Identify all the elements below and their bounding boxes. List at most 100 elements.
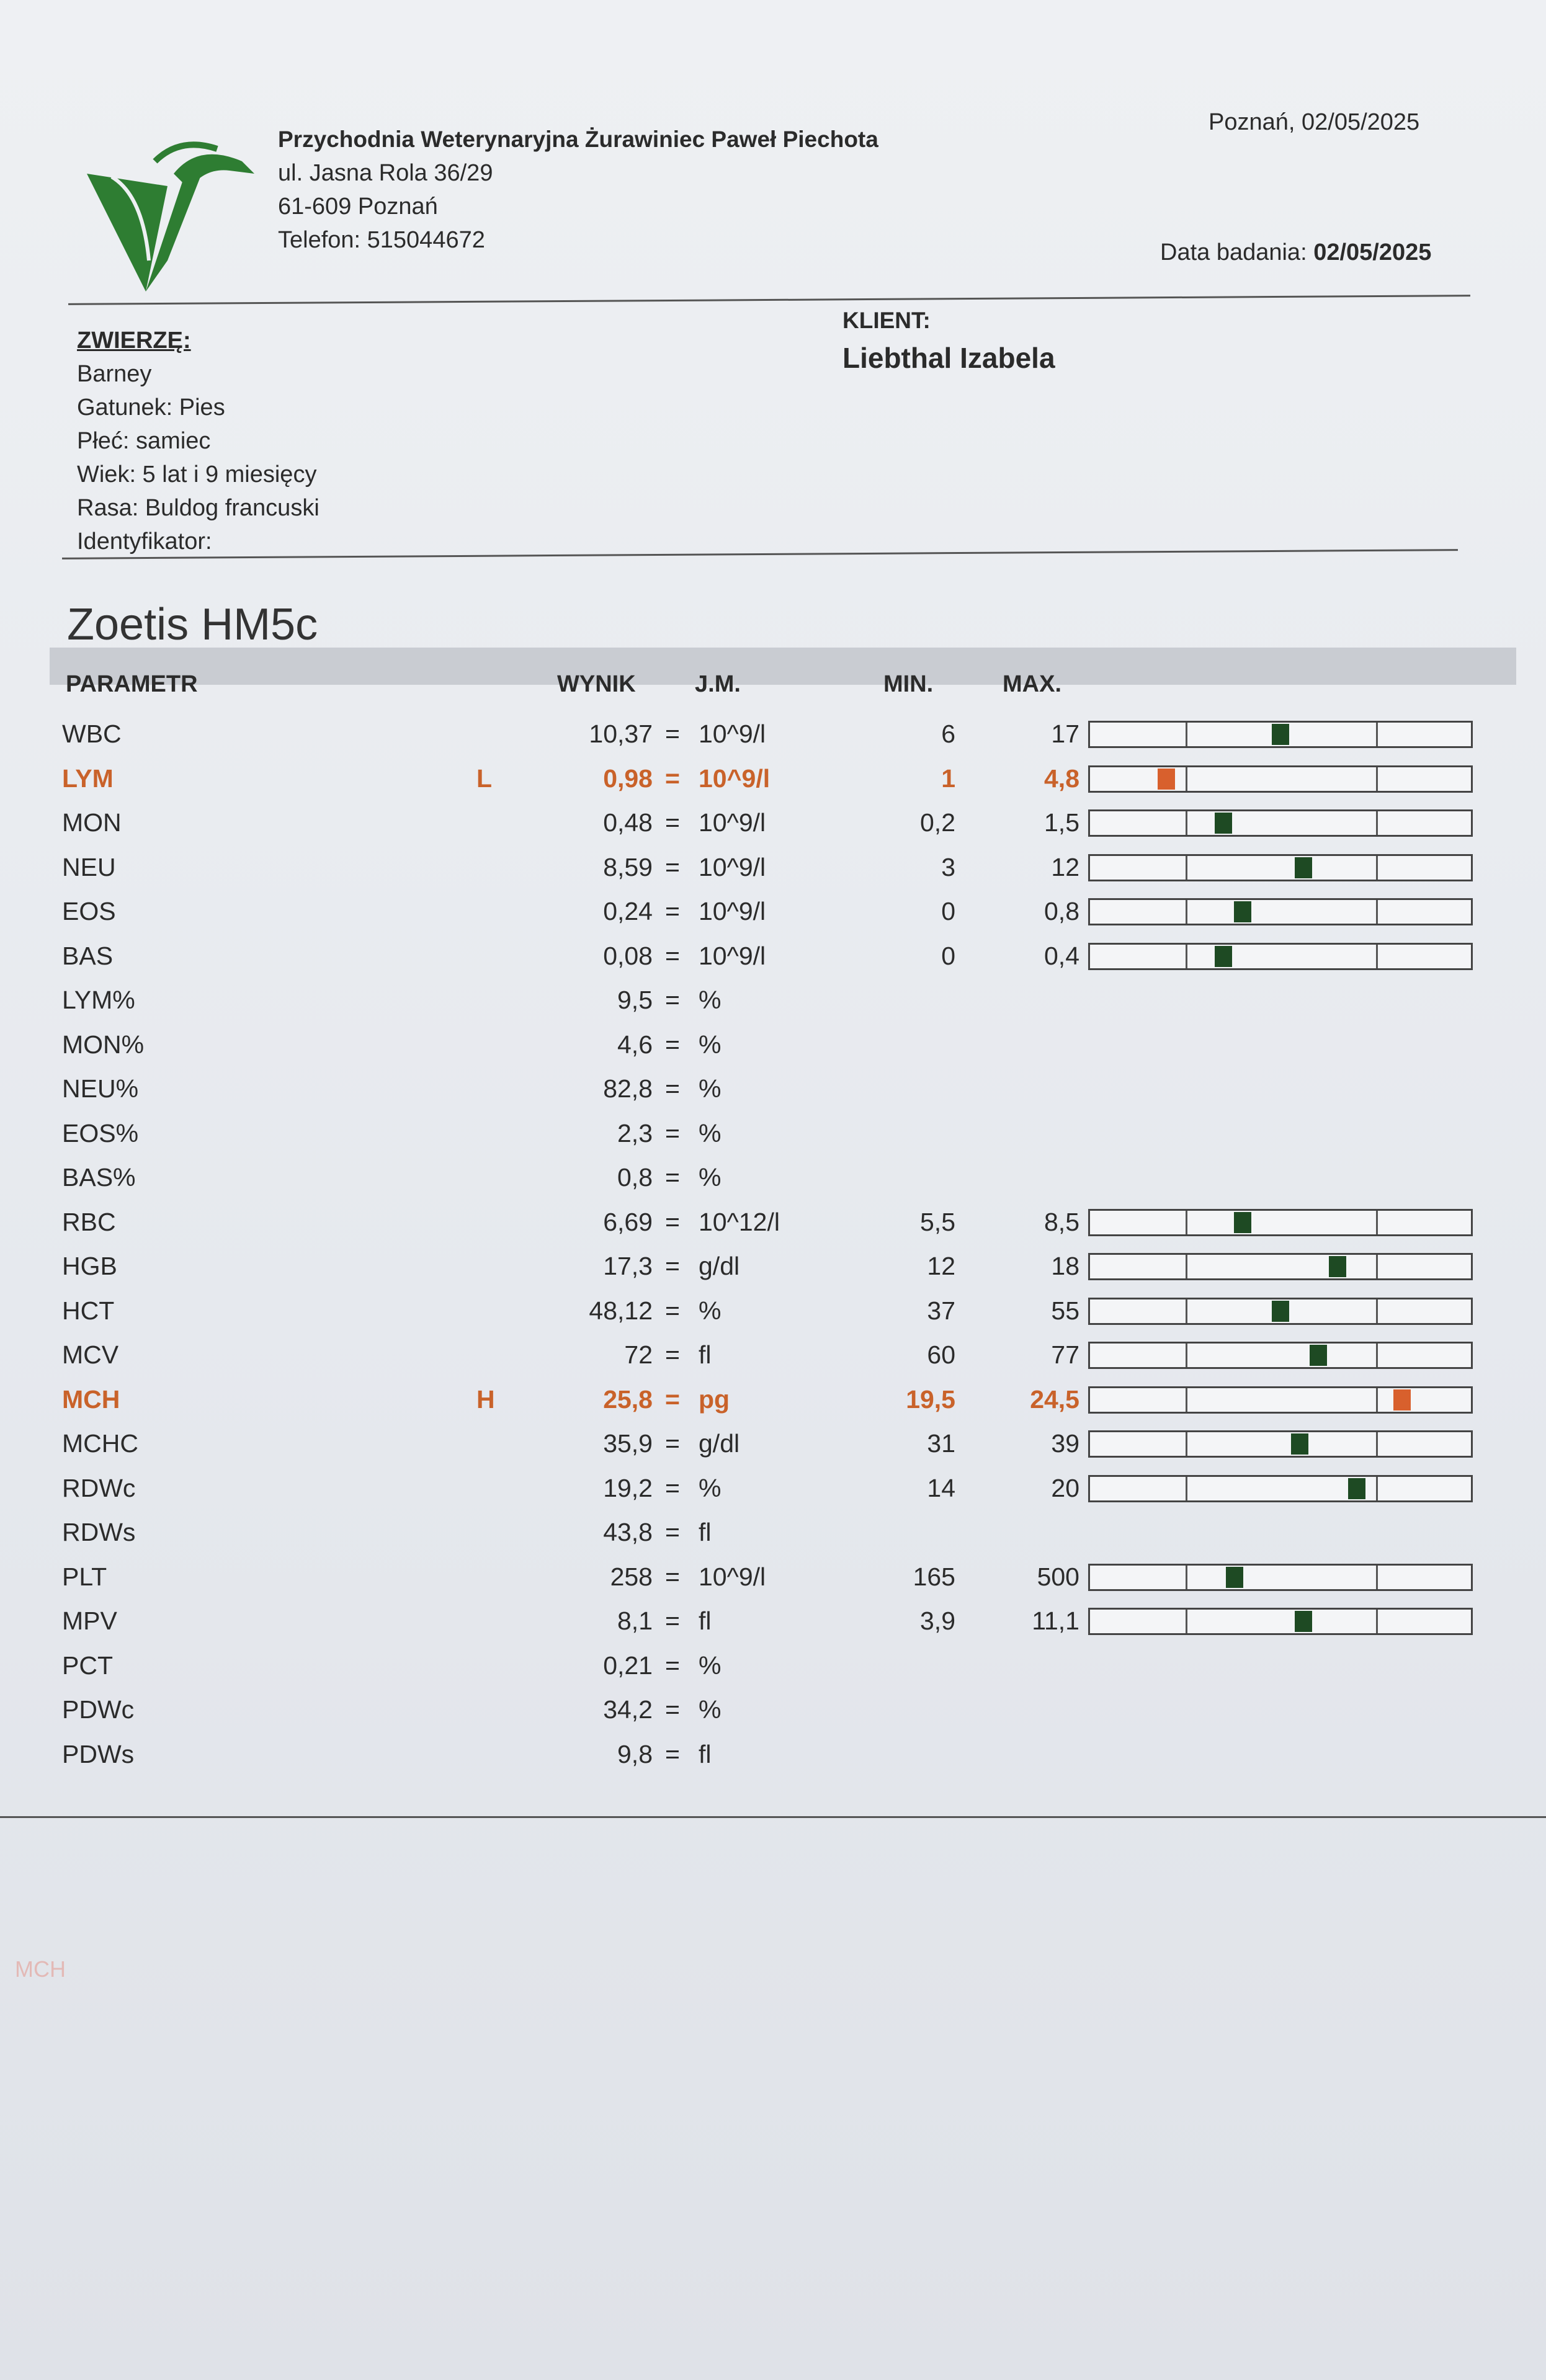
value-cell: 9,5 — [617, 986, 653, 1014]
header-max: MAX. — [1003, 671, 1061, 697]
range-marker — [1226, 1566, 1244, 1588]
unit-cell: % — [699, 1473, 722, 1502]
range-bar — [1088, 1297, 1473, 1325]
range-bar — [1088, 1342, 1473, 1369]
equals-sign: = — [665, 1163, 680, 1192]
unit-cell: fl — [699, 1607, 712, 1635]
unit-cell: fl — [699, 1518, 712, 1546]
range-bar-divider — [1375, 767, 1378, 791]
equals-sign: = — [665, 808, 680, 837]
table-row: BAS 0,08 = 10^9/l 0 0,4 — [0, 942, 1546, 979]
unit-cell: % — [699, 1651, 722, 1680]
animal-breed: Rasa: Buldog francuski — [77, 495, 319, 521]
param-cell: WBC — [62, 720, 122, 748]
value-cell: 19,2 — [603, 1473, 653, 1502]
max-cell: 77 — [1051, 1340, 1079, 1369]
value-cell: 0,24 — [603, 897, 653, 925]
range-bar-divider — [1185, 1565, 1187, 1589]
unit-cell: 10^9/l — [699, 1562, 766, 1591]
equals-sign: = — [665, 1473, 680, 1502]
header-unit: J.M. — [695, 671, 741, 697]
exam-date-label: Data badania: — [1160, 239, 1307, 265]
animal-name: Barney — [77, 361, 152, 387]
value-cell: 48,12 — [589, 1296, 653, 1325]
table-row: PDWc 34,2 =% — [0, 1695, 1546, 1732]
param-cell: MCHC — [62, 1429, 138, 1458]
range-bar — [1088, 1608, 1473, 1635]
crane-bird-logo-icon — [87, 141, 254, 292]
range-bar-divider — [1375, 1476, 1378, 1500]
max-cell: 11,1 — [1032, 1607, 1079, 1635]
equals-sign: = — [665, 720, 680, 748]
param-cell: RDWc — [62, 1473, 136, 1502]
param-cell: MCV — [62, 1340, 119, 1369]
unit-cell: g/dl — [699, 1252, 740, 1280]
unit-cell: % — [699, 986, 722, 1014]
max-cell: 55 — [1051, 1296, 1079, 1325]
unit-cell: 10^9/l — [699, 808, 766, 837]
equals-sign: = — [665, 1207, 680, 1236]
range-bar-divider — [1375, 811, 1378, 835]
param-cell: MON — [62, 808, 122, 837]
value-cell: 2,3 — [617, 1118, 653, 1148]
range-marker — [1233, 901, 1251, 922]
clinic-phone: Telefon: 515044672 — [278, 227, 485, 253]
table-row: PDWs 9,8 = fl — [0, 1740, 1546, 1777]
range-bar-divider — [1375, 900, 1378, 924]
range-bar — [1088, 721, 1473, 748]
value-cell: 9,8 — [617, 1739, 653, 1768]
equals-sign: = — [665, 852, 680, 881]
animal-identifier: Identyfikator: — [77, 528, 212, 555]
value-cell: 72 — [624, 1340, 653, 1369]
max-cell: 17 — [1051, 720, 1079, 748]
range-bar-divider — [1375, 1388, 1378, 1412]
range-marker — [1294, 857, 1312, 878]
range-marker — [1294, 1611, 1312, 1632]
client-heading: KLIENT: — [842, 308, 931, 333]
equals-sign: = — [665, 1651, 680, 1680]
header-result: WYNIK — [557, 671, 636, 697]
table-row: EOS 0,24 = 10^9/l 0 0,8 — [0, 897, 1546, 934]
equals-sign: = — [665, 897, 680, 925]
unit-cell: 10^9/l — [699, 941, 766, 970]
param-cell: LYM% — [62, 986, 135, 1014]
range-bar — [1088, 942, 1473, 970]
range-bar-divider — [1185, 1210, 1187, 1234]
value-cell: 8,1 — [617, 1607, 653, 1635]
equals-sign: = — [665, 1252, 680, 1280]
range-bar-divider — [1185, 811, 1187, 835]
min-cell: 6 — [941, 720, 955, 748]
unit-cell: 10^12/l — [699, 1207, 780, 1236]
min-cell: 1 — [941, 764, 955, 793]
range-bar — [1088, 1208, 1473, 1236]
value-cell: 35,9 — [603, 1429, 653, 1458]
header-min: MIN. — [883, 671, 934, 697]
table-row: MCHC 35,9 = g/dl 31 39 — [0, 1429, 1546, 1466]
range-bar-divider — [1375, 1610, 1378, 1633]
unit-cell: 10^9/l — [699, 764, 771, 793]
value-cell: 82,8 — [603, 1074, 653, 1103]
table-row: EOS% 2,3 =% — [0, 1119, 1546, 1156]
min-cell: 31 — [927, 1429, 955, 1458]
exam-date-line: Data badania: 02/05/2025 — [1160, 239, 1431, 266]
min-cell: 60 — [927, 1340, 955, 1369]
equals-sign: = — [665, 1518, 680, 1546]
range-marker — [1157, 768, 1175, 790]
range-bar-divider — [1185, 723, 1187, 746]
range-bar-divider — [1375, 944, 1378, 968]
table-row: MON% 4,6 =% — [0, 1030, 1546, 1067]
param-cell: NEU% — [62, 1074, 139, 1103]
range-bar-divider — [1375, 1299, 1378, 1323]
animal-heading: ZWIERZĘ: — [77, 328, 191, 354]
range-marker — [1347, 1477, 1365, 1499]
max-cell: 39 — [1051, 1429, 1079, 1458]
equals-sign: = — [665, 986, 680, 1014]
value-cell: 0,48 — [603, 808, 653, 837]
table-row: PLT 258 = 10^9/l 165 500 — [0, 1562, 1546, 1600]
range-bar-divider — [1185, 1610, 1187, 1633]
header-divider — [68, 295, 1470, 305]
value-cell: 43,8 — [603, 1518, 653, 1546]
param-cell: RDWs — [62, 1518, 136, 1546]
range-bar-divider — [1375, 1210, 1378, 1234]
table-row: MCH H 25,8 = pg 19,5 24,5 — [0, 1385, 1546, 1422]
